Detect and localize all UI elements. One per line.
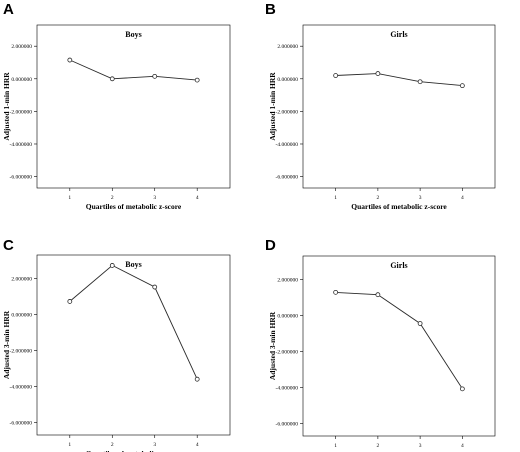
chart-title: Boys bbox=[125, 30, 141, 39]
x-tick-label: 1 bbox=[68, 442, 71, 448]
x-tick-label: 3 bbox=[153, 442, 156, 448]
y-tick-label: 0.000000 bbox=[11, 77, 32, 83]
data-point bbox=[109, 263, 115, 268]
data-point bbox=[375, 71, 381, 76]
panel-letter: A bbox=[3, 1, 14, 18]
y-tick-label: -6.000000 bbox=[276, 421, 299, 427]
y-tick-label: -2.000000 bbox=[276, 349, 299, 355]
data-point bbox=[417, 321, 423, 326]
chart-panel-b: B Girls 2.000000 0.000000 -2.000000 -4.000000… bbox=[265, 1, 496, 211]
data-point bbox=[333, 289, 339, 295]
plot-frame bbox=[302, 255, 496, 437]
y-tick-label: -6.000000 bbox=[276, 175, 299, 181]
series-line bbox=[69, 59, 198, 81]
y-tick-label: -4.000000 bbox=[10, 384, 33, 390]
y-tick-label: -4.000000 bbox=[10, 142, 33, 148]
x-tick-label: 1 bbox=[334, 443, 337, 449]
y-axis-label: Adjusted 1-min HRR bbox=[268, 72, 277, 141]
data-point bbox=[152, 73, 158, 79]
y-tick-label: -6.000000 bbox=[10, 420, 33, 426]
x-tick-label: 2 bbox=[377, 195, 380, 201]
data-point bbox=[67, 57, 73, 63]
x-tick-label: 2 bbox=[111, 195, 114, 201]
panel-letter: B bbox=[265, 1, 276, 18]
plot-frame bbox=[302, 24, 496, 189]
series-line bbox=[69, 264, 198, 380]
y-tick-label: -2.000000 bbox=[10, 348, 33, 354]
chart-panel-c: C Boys 2.000000 0.000000 -2.000000 -4.000000 -… bbox=[2, 237, 231, 452]
x-tick-label: 3 bbox=[419, 195, 422, 201]
y-tick-label: 2.000000 bbox=[11, 44, 32, 50]
plot-frame bbox=[36, 24, 231, 189]
y-tick-label: 0.000000 bbox=[11, 312, 32, 318]
x-tick-label: 4 bbox=[461, 195, 464, 201]
y-tick-label: 0.000000 bbox=[277, 77, 298, 83]
x-axis-label: Quartiles of metabolic z-score bbox=[351, 450, 447, 452]
y-tick-label: 2.000000 bbox=[11, 276, 32, 282]
x-tick-label: 4 bbox=[196, 195, 199, 201]
x-tick-label: 4 bbox=[461, 443, 464, 449]
chart-panel-a: A Boys 2.000000 0.000000 -2.000000 -4.000000 -… bbox=[2, 1, 231, 211]
x-axis-label: Quartiles of metabolic z-score bbox=[86, 449, 182, 452]
data-point bbox=[375, 292, 381, 298]
data-point bbox=[109, 76, 115, 82]
x-tick-label: 1 bbox=[68, 195, 71, 201]
data-point bbox=[459, 386, 465, 392]
x-tick-label: 2 bbox=[111, 442, 114, 448]
y-tick-label: 2.000000 bbox=[277, 277, 298, 283]
y-tick-label: 2.000000 bbox=[277, 44, 298, 50]
y-tick-label: -4.000000 bbox=[276, 142, 299, 148]
x-tick-label: 3 bbox=[419, 443, 422, 449]
y-tick-label: 0.000000 bbox=[277, 313, 298, 319]
data-point bbox=[194, 376, 200, 382]
y-tick-label: -6.000000 bbox=[10, 175, 33, 181]
x-axis-label: Quartiles of metabolic z-score bbox=[86, 202, 182, 211]
chart-title: Boys bbox=[125, 260, 141, 269]
y-axis-label: Adjusted 3-min HRR bbox=[2, 310, 11, 379]
data-point bbox=[459, 83, 465, 89]
series-line bbox=[335, 291, 463, 390]
x-tick-label: 2 bbox=[377, 443, 380, 449]
x-tick-label: 1 bbox=[334, 195, 337, 201]
y-tick-label: -2.000000 bbox=[10, 109, 33, 115]
panel-letter: D bbox=[265, 237, 276, 254]
chart-panel-d: D Girls 2.000000 0.000000 -2.000000 -4.000000… bbox=[265, 237, 496, 452]
chart-title: Girls bbox=[390, 261, 407, 270]
data-point bbox=[417, 79, 423, 85]
y-tick-label: -4.000000 bbox=[276, 385, 299, 391]
y-tick-label: -2.000000 bbox=[276, 109, 299, 115]
data-point bbox=[67, 299, 73, 304]
y-axis-label: Adjusted 3-min HRR bbox=[268, 311, 277, 380]
plot-frame bbox=[36, 254, 231, 436]
chart-title: Girls bbox=[390, 30, 407, 39]
series-line bbox=[335, 73, 463, 87]
x-axis-label: Quartiles of metabolic z-score bbox=[351, 202, 447, 211]
data-point bbox=[194, 77, 200, 83]
y-axis-label: Adjusted 1-min HRR bbox=[2, 72, 11, 141]
panel-letter: C bbox=[3, 237, 14, 254]
data-point bbox=[333, 73, 339, 78]
x-tick-label: 3 bbox=[153, 195, 156, 201]
data-point bbox=[152, 284, 158, 290]
x-tick-label: 4 bbox=[196, 442, 199, 448]
